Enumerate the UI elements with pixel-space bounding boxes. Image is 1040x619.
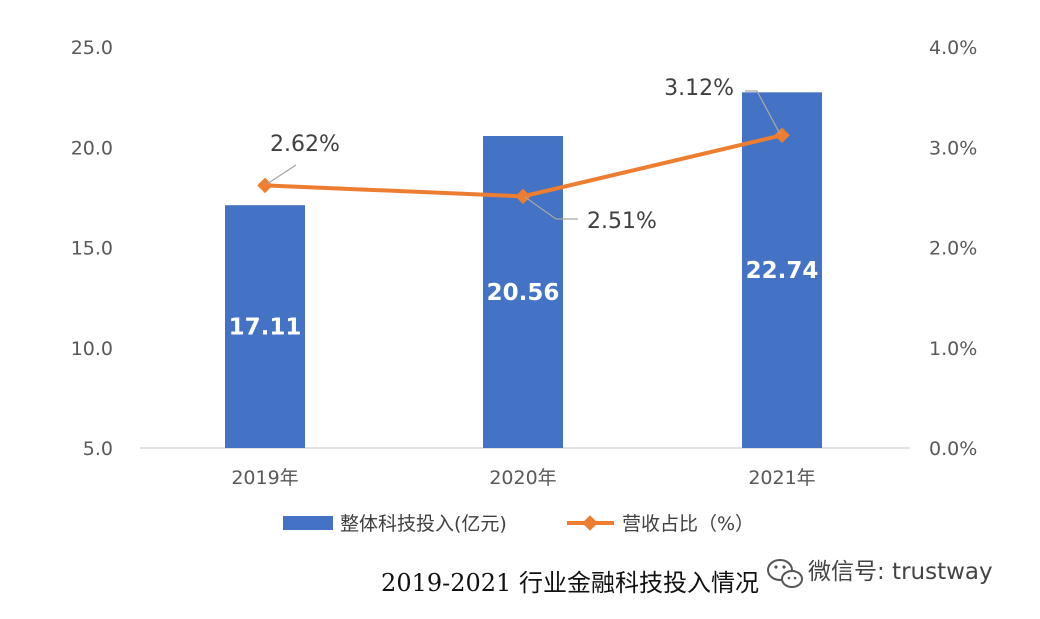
wechat-icon bbox=[767, 559, 803, 588]
line-data-label: 3.12% bbox=[664, 76, 734, 101]
watermark: 微信号: trustway bbox=[767, 559, 993, 588]
left-tick-label: 25.0 bbox=[71, 37, 113, 59]
x-axis-categories: 2019年 2020年 2021年 bbox=[231, 467, 815, 489]
line-data-label: 2.62% bbox=[270, 132, 340, 157]
right-tick-label: 3.0% bbox=[929, 137, 977, 159]
left-y-axis: 5.0 10.0 15.0 20.0 25.0 bbox=[71, 37, 113, 460]
legend-line-marker bbox=[582, 515, 598, 531]
legend-bar-swatch bbox=[283, 516, 333, 530]
bar-data-label: 17.11 bbox=[229, 315, 302, 341]
callout-leader bbox=[745, 90, 781, 135]
right-y-axis: 0.0% 1.0% 2.0% 3.0% 4.0% bbox=[929, 37, 977, 460]
x-tick-label: 2021年 bbox=[748, 467, 815, 489]
left-tick-label: 10.0 bbox=[71, 338, 113, 360]
left-tick-label: 5.0 bbox=[83, 438, 113, 460]
bar-data-label: 22.74 bbox=[746, 258, 819, 284]
x-tick-label: 2020年 bbox=[489, 467, 556, 489]
left-tick-label: 15.0 bbox=[71, 238, 113, 260]
line-marker bbox=[257, 177, 273, 194]
x-tick-label: 2019年 bbox=[231, 467, 298, 489]
bar-series: 17.11 20.56 22.74 bbox=[225, 92, 822, 449]
callout-leader bbox=[266, 164, 297, 185]
bar-data-label: 20.56 bbox=[487, 280, 560, 306]
right-tick-label: 4.0% bbox=[929, 37, 977, 59]
watermark-text: 微信号: trustway bbox=[808, 559, 993, 585]
legend-bar-label: 整体科技投入(亿元) bbox=[340, 513, 507, 535]
callout-leader bbox=[524, 196, 578, 220]
left-tick-label: 20.0 bbox=[71, 137, 113, 159]
bar bbox=[483, 136, 563, 448]
figure-caption: 2019-2021 行业金融科技投入情况 bbox=[381, 569, 759, 597]
bar bbox=[225, 205, 305, 448]
line-series: 2.62% 2.51% 3.12% bbox=[257, 76, 790, 234]
legend: 整体科技投入(亿元) 营收占比（%） bbox=[283, 513, 754, 535]
bar bbox=[742, 92, 822, 449]
right-tick-label: 2.0% bbox=[929, 238, 977, 260]
line-marker bbox=[515, 188, 531, 205]
line-data-label: 2.51% bbox=[587, 209, 657, 234]
right-tick-label: 1.0% bbox=[929, 338, 977, 360]
right-tick-label: 0.0% bbox=[929, 438, 977, 460]
legend-line-label: 营收占比（%） bbox=[622, 513, 754, 535]
